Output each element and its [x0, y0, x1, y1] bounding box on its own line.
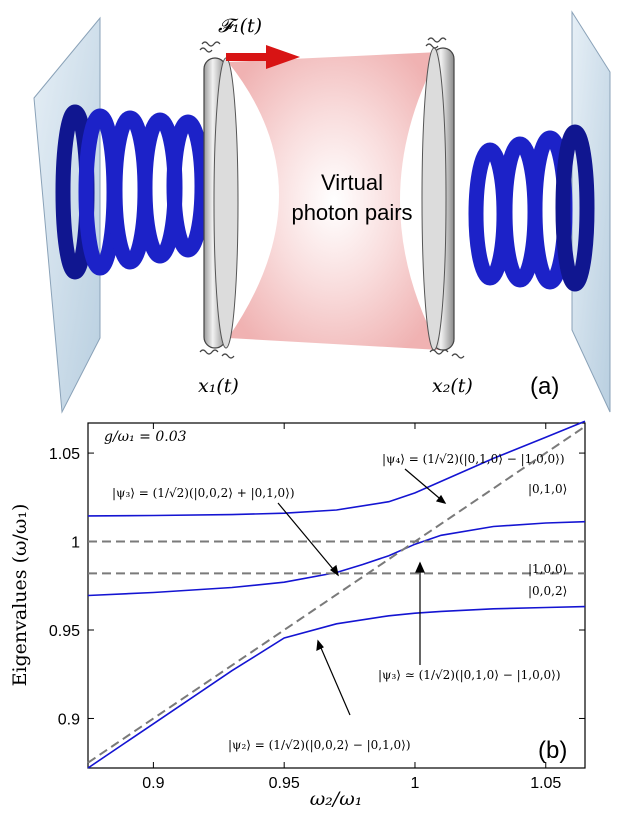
panel-b-tag: (b) [538, 737, 567, 764]
panel-a-tag: (a) [530, 373, 559, 400]
psi2-label: |ψ₂⟩ = (1/√2)(|0,0,2⟩ − |0,1,0⟩) [228, 738, 411, 752]
psi4-label: |ψ₄⟩ = (1/√2)(|0,1,0⟩ − |1,0,0⟩) [382, 452, 565, 466]
eigenvalue-curve-0 [87, 420, 586, 517]
y-axis-label: Eigenvalues (ω/ω₁) [9, 504, 31, 687]
x-tick-label: 1.05 [530, 775, 561, 792]
y-tick-label: 0.95 [49, 623, 80, 640]
dashed-line-3 [87, 425, 586, 764]
panel-b-plot: 0.9 0.95 1 1.05 0.9 0.95 1 1.05 g/ω₁ = 0.03 |ψ₄… [0, 415, 641, 813]
eigenvalue-curve-2 [87, 605, 586, 769]
psi3-top-label: |ψ₃⟩ = (1/√2)(|0,0,2⟩ + |0,1,0⟩) [112, 486, 295, 500]
mirror-1 [203, 57, 239, 349]
x-tick-label: 1 [411, 775, 420, 792]
cavity-label-line2: photon pairs [291, 200, 412, 225]
mirror1-position-label: x₁(t) [198, 375, 239, 397]
x-tick-label: 0.95 [269, 775, 300, 792]
cavity-label-line1: Virtual [321, 170, 383, 195]
state-002-label: |0,0,2⟩ [528, 584, 567, 598]
state-010-label: |0,1,0⟩ [528, 482, 567, 496]
eigenvalue-chart: 0.9 0.95 1 1.05 0.9 0.95 1 1.05 g/ω₁ = 0.03 |ψ₄… [9, 420, 586, 810]
state-100-label: |1,0,0⟩ [528, 562, 567, 576]
force-arrow [226, 45, 300, 69]
dce-cavity-illustration: 𝓕₁(t) Virtual photon pairs x₁(t) x₂(t) (… [33, 10, 611, 414]
y-tick-label: 0.9 [58, 711, 80, 728]
left-spring [55, 104, 210, 280]
force-label: 𝓕₁(t) [218, 15, 262, 37]
cavity-field [228, 52, 440, 350]
annotation-arrows [277, 468, 447, 716]
x-tick-label: 0.9 [142, 775, 164, 792]
mirror-2 [421, 47, 455, 351]
psi3-bottom-label: |ψ₃⟩ ≃ (1/√2)(|0,1,0⟩ − |1,0,0⟩) [378, 668, 561, 682]
coupling-label: g/ω₁ = 0.03 [104, 429, 187, 445]
y-tick-label: 1 [71, 535, 80, 552]
x-axis-label: ω₂/ω₁ [310, 788, 363, 810]
eigenvalue-curve-1 [87, 520, 586, 597]
y-tick-label: 1.05 [49, 446, 80, 463]
mirror2-position-label: x₂(t) [432, 375, 473, 397]
axis-ticks: 0.9 0.95 1 1.05 0.9 0.95 1 1.05 [49, 423, 585, 792]
series-layer [87, 420, 586, 769]
panel-a-illustration: 𝓕₁(t) Virtual photon pairs x₁(t) x₂(t) (… [33, 10, 611, 414]
vibration-marks [199, 37, 465, 359]
right-spring [468, 124, 595, 292]
